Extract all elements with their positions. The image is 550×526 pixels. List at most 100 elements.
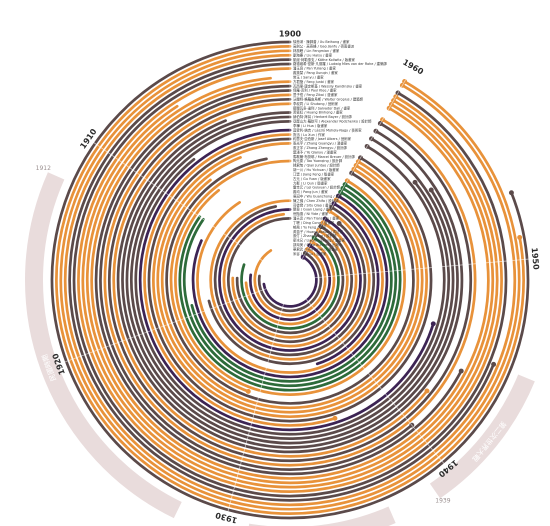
person-end-dot-14 [424,388,430,394]
person-label-5: 路德維希·密斯·凡德羅 / Ludwig Mies van der Rohe /… [293,61,387,66]
person-label-21: 魯迅 / Lu Xun / 作家 [293,132,325,137]
year-label-0: 1900 [279,30,302,39]
person-ring-44 [244,240,336,326]
person-ring-4 [68,58,495,502]
person-ring-33 [196,198,384,374]
person-label-43: 黃苗子 / Huang Miaozi / 書法家 [293,229,343,234]
person-end-dot-16 [428,187,434,193]
person-label-39: 倪貽德 / Ni Yide / 畫家 [293,211,329,216]
person-label-28: 錢君匋 / Qian Juntao / 設計師 [293,163,340,168]
person-label-22: 約瑟夫·亞伯斯 / Josef Albers / 藝術家 [293,136,352,141]
person-ring-34 [315,202,380,366]
person-label-6: 潘玉良 / Pan Yuliang / 畫家 [293,66,336,71]
year-tick-1 [89,139,276,271]
person-ring-20 [138,128,435,432]
person-ring-8 [85,76,495,485]
person-label-17: 赫伯特·拜耳 / Herbert Bayer / 設計師 [293,114,352,119]
person-label-1: 高劍父 · 高奇峰 / Gao Jianfu / 嶺南畫派 [293,44,355,49]
person-ring-35 [207,206,376,366]
person-end-dot-4 [491,361,497,367]
person-label-47: 華君武 / Hua Junwu / 漫畫家 [293,246,339,251]
person-label-37: 司徒喬 / Situ Qiao / 畫家 [293,202,333,207]
person-label-4: 凱綏·珂勒惠支 / Käthe Kollwitz / 版畫家 [293,57,356,62]
person-ring-18 [129,119,451,441]
era-band-2 [429,374,535,499]
person-end-dot-10 [458,368,464,374]
person-label-30: 江豐 / Jiang Feng / 版畫家 [293,171,335,176]
person-ring-16 [121,111,459,449]
person-ring-1 [55,45,525,515]
person-end-dot-21 [332,415,338,421]
era-band-1 [248,506,396,526]
era-range-label-2: 1939 [435,498,450,505]
person-end-dot-18 [412,179,418,185]
person-label-48: 米谷 / Mi Gu / 漫畫家 [293,251,327,256]
person-ring-25 [160,167,420,410]
person-ring-48 [262,255,318,308]
person-label-2: 林風眠 / Lin Fengmian / 畫家 [293,48,340,53]
person-label-32: 力群 / Li Qun / 版畫家 [293,180,328,185]
person-ring-39 [222,212,358,348]
person-label-0: 徐悲鴻 · 陳師曾 / Xu Beihong / 畫家 [293,39,350,44]
person-label-29: 胡一川 / Hu Yichuan / 版畫家 [293,167,340,172]
person-ring-28 [174,179,406,396]
person-label-36: 陳之佛 / Chen Zhifo / 設計師 [293,198,339,203]
year-label-6: 1960 [401,58,425,77]
person-ring-41 [231,229,349,339]
person-label-15: 薩爾瓦多·達利 / Salvador Dalí / 畫家 [293,105,351,110]
person-label-24: 張正宇 / Zhang Zhengyu / 設計師 [293,145,347,150]
person-label-19: 李樺 / Li Hua / 版畫家 [293,123,328,128]
person-ring-42 [235,232,345,335]
year-tick-3 [226,297,286,516]
person-ring-45 [249,244,331,321]
person-label-34: 龐均 / Pang Jun / 畫家 [293,189,328,194]
person-label-11: 保羅·克利 / Paul Klee / 畫家 [293,88,337,93]
person-ring-27 [169,159,292,393]
person-label-27: 陶元慶 / Tao Yuanqing / 設計師 [293,158,343,163]
person-label-42: 郁風 / Yu Feng / 畫家 [293,224,327,229]
person-ring-24 [156,156,424,414]
person-ring-0 [50,40,530,520]
person-label-7: 龐薰琹 / Pang Xunqin / 畫家 [293,70,338,75]
person-label-9: 方君璧 / Fang Junbi / 畫家 [293,79,335,84]
person-label-26: 馬歇爾·布勞耶 / Marcel Breuer / 設計師 [293,154,355,159]
year-tick-4 [301,293,448,468]
year-label-5: 1950 [530,247,541,270]
person-end-dot-27 [245,388,251,394]
person-label-16: 黃賓虹 / Huang Binhong / 畫家 [293,110,343,115]
person-ring-10 [94,84,463,476]
person-ring-26 [165,157,415,405]
era-band-0 [25,172,182,519]
person-ring-47 [257,251,323,313]
person-label-40: 潘天壽 / Pan Tianshou / 畫家 [293,216,340,221]
year-tick-6 [298,68,413,265]
person-label-45: 廖冰兄 / Liao Bingxiong / 漫畫家 [293,238,346,243]
person-label-25: 葉淺予 / Ye Qianyu / 漫畫家 [293,149,337,154]
person-end-dot-20 [430,321,436,327]
year-label-1: 1910 [78,127,98,151]
person-label-18: 亞歷山大·羅欽可 / Alexander Rodchenko / 設計師 [293,119,372,124]
person-label-33: 雷圭元 / Lei Guiyuan / 設計師 [293,185,341,190]
person-label-23: 張光宇 / Zhang Guangyu / 漫畫家 [293,141,348,146]
person-ring-15 [116,119,464,454]
person-end-dot-37 [336,221,342,226]
person-label-46: 邵洵美 / Shao Xunmei / 出版人 [293,242,343,247]
person-ring-31 [190,190,393,383]
person-ring-19 [134,145,446,436]
person-ring-29 [178,183,402,392]
era-label-2: 第二次世界大戰 [470,420,508,464]
person-label-44: 張仃 / Zhang Ding / 設計師 [293,233,337,238]
person-end-dot-1 [517,234,523,240]
era-range-label-0: 1912 [36,165,51,172]
year-tick-2 [60,285,274,364]
person-label-41: 丁聰 / Ding Cong / 漫畫家 [293,220,335,225]
person-label-3: 劉海粟 / Liu Haisu / 畫家 [293,52,333,57]
person-ring-14 [112,102,429,458]
person-label-10: 瓦西里·康定斯基 / Wassily Kandinsky / 畫家 [293,83,363,88]
person-ring-46 [253,248,327,317]
year-tick-5 [307,258,534,279]
person-label-35: 吳冠中 / Wu Guanzhong / 畫家 [293,193,343,198]
person-label-8: 常玉 / Sanyu / 畫家 [293,74,324,79]
